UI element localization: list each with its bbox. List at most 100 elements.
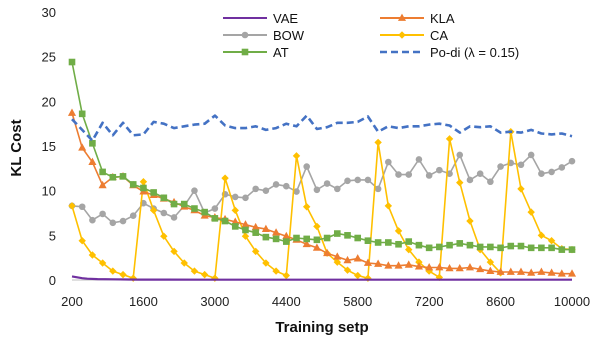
data-point <box>231 223 239 230</box>
data-point <box>527 208 535 216</box>
data-point <box>211 205 219 212</box>
legend-label: BOW <box>273 28 305 43</box>
legend-item: BOW <box>223 28 305 43</box>
data-point <box>517 185 525 193</box>
data-point <box>486 266 495 274</box>
data-point <box>78 110 86 118</box>
data-point <box>405 171 413 178</box>
data-point <box>456 151 464 159</box>
data-point <box>149 206 158 215</box>
data-point <box>567 269 577 277</box>
x-axis-title: Training setp <box>275 319 368 336</box>
y-tick-label: 5 <box>49 228 56 243</box>
data-point <box>282 238 290 245</box>
data-point <box>323 180 331 187</box>
data-point <box>394 261 403 269</box>
series-vae <box>71 275 572 281</box>
x-tick-label: 10000 <box>554 294 590 309</box>
data-point <box>191 187 198 194</box>
data-point <box>537 267 546 275</box>
data-point <box>200 270 209 279</box>
data-point <box>405 238 413 245</box>
series-line <box>71 275 572 281</box>
data-point <box>385 239 392 246</box>
data-point <box>180 200 188 208</box>
legend-label: VAE <box>273 11 298 26</box>
data-point <box>119 217 127 225</box>
data-point <box>302 203 311 211</box>
data-point <box>547 268 556 276</box>
data-point <box>242 226 249 234</box>
y-tick-label: 25 <box>42 50 56 65</box>
legend: VAE KLA BOW CA AT Po-di (λ = 0.15) <box>223 11 519 60</box>
legend-item: Po-di (λ = 0.15) <box>380 45 519 60</box>
data-point <box>538 244 545 252</box>
data-point <box>374 259 383 267</box>
data-point <box>557 269 566 277</box>
data-point <box>354 234 362 242</box>
data-point <box>343 255 352 264</box>
data-point <box>343 266 352 274</box>
data-point <box>303 235 310 243</box>
data-point <box>517 242 525 250</box>
series-layer <box>67 58 577 282</box>
data-point <box>67 108 77 116</box>
data-point <box>436 243 443 251</box>
series-at <box>68 58 576 253</box>
data-point <box>385 158 392 166</box>
data-point <box>140 184 147 192</box>
data-point <box>302 239 311 248</box>
data-point <box>252 185 259 193</box>
data-point <box>344 232 351 239</box>
data-point <box>191 205 198 212</box>
data-point <box>507 242 515 250</box>
data-point <box>363 258 372 266</box>
x-tick-label: 3000 <box>200 294 229 309</box>
data-point <box>272 235 280 243</box>
data-point <box>313 222 321 231</box>
data-point <box>455 263 464 272</box>
data-point <box>353 254 362 262</box>
y-tick-label: 0 <box>49 273 56 288</box>
data-point <box>129 181 137 188</box>
data-point <box>445 135 454 143</box>
data-point <box>398 31 406 39</box>
data-point <box>537 231 546 240</box>
data-point <box>354 271 362 280</box>
data-point <box>374 239 382 246</box>
legend-label: AT <box>273 45 289 60</box>
series-line <box>71 114 573 142</box>
data-point <box>394 227 403 235</box>
series-kla <box>67 108 577 277</box>
data-point <box>436 166 443 174</box>
data-point <box>425 244 433 252</box>
data-point <box>272 228 281 236</box>
data-point <box>497 163 504 170</box>
data-point <box>262 233 270 241</box>
data-point <box>180 259 188 267</box>
data-point <box>109 219 117 227</box>
data-point <box>333 258 342 266</box>
y-axis-title: KL Cost <box>8 119 25 176</box>
data-point <box>139 178 148 186</box>
data-point <box>476 170 484 177</box>
series-line <box>71 112 572 275</box>
y-tick-label: 15 <box>42 139 56 154</box>
data-point <box>313 236 321 244</box>
data-point <box>374 138 382 147</box>
data-point <box>334 230 341 237</box>
data-point <box>435 263 444 271</box>
data-point <box>211 215 219 222</box>
data-point <box>160 209 168 217</box>
x-tick-label: 5800 <box>343 294 372 309</box>
data-point <box>548 244 555 252</box>
data-point <box>497 244 504 252</box>
y-tick-label: 30 <box>42 5 56 20</box>
legend-item: AT <box>223 45 289 60</box>
series-line <box>71 130 573 280</box>
data-point <box>568 157 576 165</box>
data-point <box>527 268 536 276</box>
data-point <box>548 168 555 176</box>
legend-item: CA <box>380 28 448 43</box>
